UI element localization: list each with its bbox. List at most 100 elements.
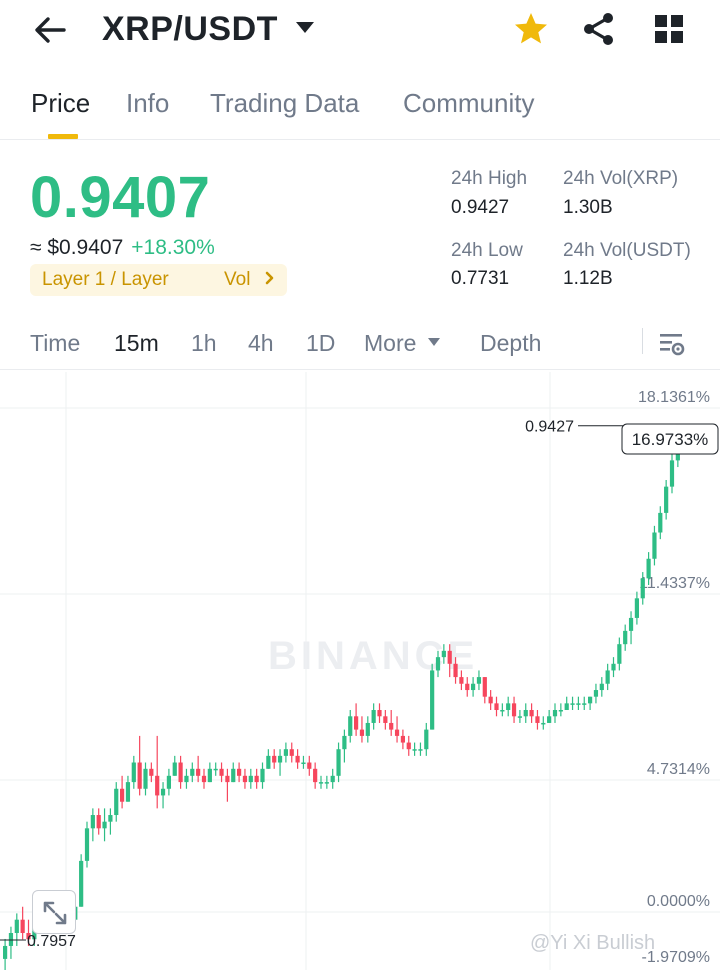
- back-arrow-icon[interactable]: [30, 10, 70, 50]
- category-tag[interactable]: Layer 1 / Layer Vol: [30, 264, 287, 296]
- candle-body: [242, 775, 248, 783]
- candle-body: [313, 768, 318, 783]
- candle-body: [166, 775, 171, 789]
- candle-body: [231, 768, 236, 783]
- candle-body: [155, 775, 160, 796]
- candle-body: [435, 657, 441, 671]
- axis-tick-label: 18.1361%: [638, 389, 710, 406]
- vol-base-label: 24h Vol(XRP): [563, 168, 679, 189]
- candlestick-chart[interactable]: BINANCE 18.1361% 11.4337% 4.7314% 0.0000% -1…: [0, 372, 720, 970]
- chevron-right-icon: [265, 271, 274, 285]
- trading-pair-title[interactable]: XRP/USDT: [102, 10, 278, 48]
- active-tab-indicator: [48, 134, 78, 139]
- expand-chart-button[interactable]: [32, 890, 76, 934]
- candle-body: [547, 716, 552, 723]
- candle-body: [593, 690, 599, 697]
- candle-body: [143, 768, 148, 789]
- low-marker-label: 0.7957: [27, 933, 76, 950]
- chart-canvas[interactable]: 18.1361% 11.4337% 4.7314% 0.0000% -1.9709% 0.…: [0, 372, 720, 970]
- candle-body: [476, 677, 482, 684]
- divider: [642, 328, 643, 354]
- candle-body: [506, 703, 511, 710]
- candle-body: [447, 650, 452, 664]
- candle-body: [248, 775, 253, 783]
- fiat-price-line: ≈ $0.9407 +18.30%: [30, 236, 215, 260]
- candle-body: [365, 722, 370, 736]
- candle-body: [184, 775, 189, 783]
- candle-body: [207, 768, 212, 783]
- category-label: Layer 1 / Layer: [42, 269, 169, 290]
- candle-body: [266, 755, 271, 769]
- caret-down-icon[interactable]: [294, 19, 316, 35]
- candle-body: [453, 663, 458, 678]
- candle-body: [108, 815, 113, 822]
- axis-tick-label: 4.7314%: [647, 761, 710, 778]
- candle-body: [529, 709, 534, 717]
- candle-body: [628, 617, 634, 631]
- candle-body: [605, 670, 610, 684]
- interval-more[interactable]: More: [364, 330, 417, 356]
- tab-price[interactable]: Price: [31, 88, 91, 118]
- candle-body: [623, 630, 628, 645]
- candle-body: [465, 683, 470, 691]
- candle-body: [225, 775, 230, 783]
- candle-body: [348, 716, 353, 736]
- top-bar: XRP/USDT: [0, 0, 720, 62]
- candle-body: [570, 703, 575, 705]
- candle-body: [318, 782, 324, 784]
- candle-body: [424, 729, 429, 750]
- low-value: 0.7731: [451, 268, 510, 289]
- candle-body: [588, 696, 593, 704]
- candle-body: [26, 933, 31, 940]
- tab-info[interactable]: Info: [126, 88, 170, 118]
- interval-15m[interactable]: 15m: [114, 330, 159, 356]
- section-tabs: Price Info Trading Data Community: [0, 84, 720, 140]
- candle-body: [359, 729, 365, 736]
- category-extra-label: Vol: [224, 269, 251, 290]
- candle-body: [131, 762, 136, 783]
- current-change-label: 16.9733%: [632, 430, 709, 449]
- candle-body: [652, 532, 657, 559]
- vol-quote-label: 24h Vol(USDT): [563, 240, 691, 261]
- candle-body: [201, 775, 207, 783]
- candle-body: [3, 945, 8, 959]
- low-label: 24h Low: [451, 240, 523, 261]
- candle-body: [552, 709, 558, 717]
- price-change-percent: +18.30%: [131, 236, 215, 259]
- candle-body: [102, 821, 107, 829]
- interval-depth[interactable]: Depth: [480, 330, 542, 356]
- chart-settings-icon[interactable]: [658, 330, 686, 358]
- tab-community[interactable]: Community: [403, 88, 535, 118]
- candle-body: [576, 703, 581, 705]
- candle-body: [494, 703, 499, 710]
- star-icon[interactable]: [512, 10, 550, 48]
- candle-body: [389, 722, 394, 730]
- candle-body: [441, 650, 446, 658]
- tab-trading-data[interactable]: Trading Data: [210, 88, 360, 118]
- candle-body: [336, 749, 341, 776]
- share-icon[interactable]: [580, 10, 618, 48]
- candle-body: [394, 729, 400, 736]
- candle-body: [149, 768, 154, 776]
- candle-body: [219, 768, 224, 776]
- interval-1d[interactable]: 1D: [306, 330, 336, 356]
- candle-body: [301, 762, 306, 765]
- candle-body: [324, 782, 329, 784]
- high-marker-label: 0.9427: [525, 419, 574, 436]
- candle-body: [213, 768, 218, 771]
- axis-tick-label: 11.4337%: [639, 575, 710, 592]
- axis-tick-label: -1.9709%: [642, 949, 711, 966]
- candle-body: [272, 755, 277, 763]
- interval-time[interactable]: Time: [30, 330, 81, 356]
- candle-body: [8, 933, 14, 946]
- candle-body: [14, 919, 19, 934]
- interval-1h[interactable]: 1h: [191, 330, 217, 356]
- grid-icon[interactable]: [652, 12, 686, 46]
- candle-body: [289, 749, 294, 756]
- candle-body: [500, 709, 505, 712]
- candle-body: [377, 709, 382, 717]
- candle-body: [84, 828, 90, 861]
- watermark-credit: @Yi Xi Bullish: [530, 932, 656, 954]
- interval-4h[interactable]: 4h: [248, 330, 274, 356]
- candle-body: [160, 788, 166, 796]
